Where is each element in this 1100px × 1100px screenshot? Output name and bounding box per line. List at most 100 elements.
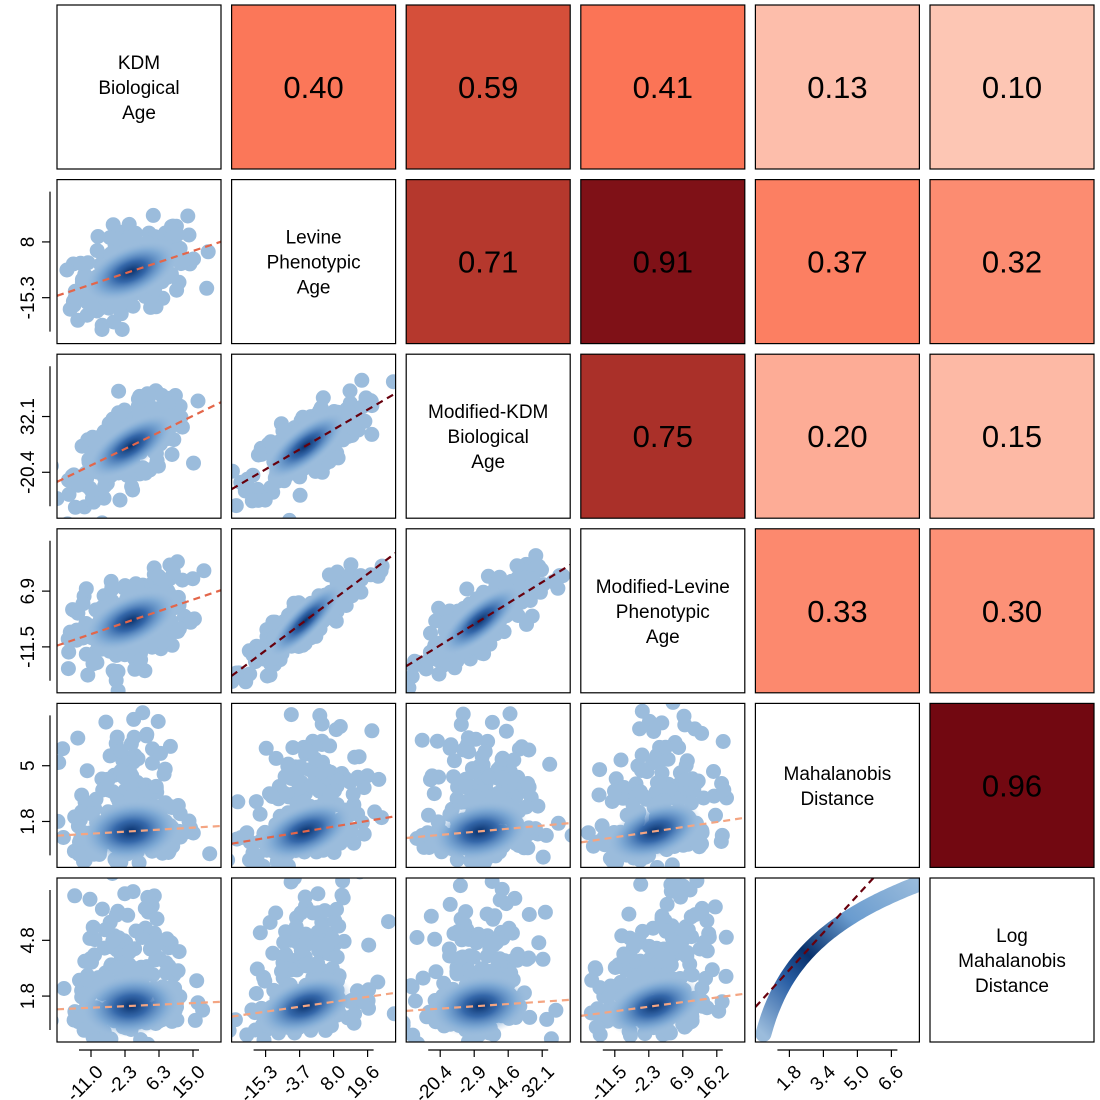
correlation-fill bbox=[929, 179, 1095, 345]
scatter-point bbox=[707, 899, 723, 915]
y-axis: -11.5 6.9 bbox=[18, 540, 51, 681]
correlation-fill bbox=[405, 4, 571, 170]
scatter-point bbox=[531, 935, 547, 951]
y-tick-label: -15.3 bbox=[18, 276, 39, 319]
x-tick-label: -2.3 bbox=[104, 1062, 142, 1100]
scatter-point bbox=[128, 923, 144, 939]
scatter-point bbox=[282, 512, 297, 519]
correlation-fill bbox=[580, 179, 746, 345]
scatter-point bbox=[514, 739, 530, 755]
trend-line bbox=[57, 824, 221, 837]
scatter-point bbox=[329, 901, 344, 917]
scatter-point bbox=[580, 825, 596, 841]
scatter-point bbox=[588, 1019, 604, 1035]
scatter-point bbox=[350, 769, 366, 785]
scatter-point bbox=[458, 779, 473, 795]
scatter-point bbox=[305, 905, 321, 921]
x-tick-label: 14.6 bbox=[484, 1062, 525, 1100]
scatter-panel bbox=[231, 702, 397, 869]
scatter-point bbox=[244, 493, 260, 509]
correlation-fill bbox=[929, 353, 1095, 519]
scatter-point bbox=[461, 744, 477, 760]
density-core bbox=[269, 584, 342, 657]
scatter-point bbox=[506, 752, 522, 768]
scatter-point bbox=[564, 828, 571, 843]
scatter-point bbox=[254, 641, 270, 657]
scatter-point bbox=[322, 738, 338, 754]
y-tick-label: 4.8 bbox=[18, 927, 39, 953]
correlation-fill bbox=[405, 179, 571, 345]
scatter-point bbox=[269, 864, 283, 868]
scatter-frame bbox=[56, 702, 222, 869]
scatter-point bbox=[278, 946, 294, 962]
scatter-point bbox=[120, 907, 136, 923]
scatter-point bbox=[67, 290, 83, 306]
scatter-point bbox=[646, 724, 662, 739]
scatter-point bbox=[164, 447, 180, 462]
scatter-point bbox=[329, 949, 345, 965]
scatter-point bbox=[632, 721, 648, 737]
scatter-point bbox=[189, 973, 205, 989]
scatter-point bbox=[118, 233, 134, 249]
scatter-point bbox=[501, 920, 517, 936]
variable-label: Phenotypic bbox=[616, 602, 710, 623]
scatter-point bbox=[492, 951, 508, 967]
scatter-point bbox=[509, 952, 525, 968]
correlation-value: 0.13 bbox=[807, 70, 867, 105]
scatter-point bbox=[528, 548, 544, 564]
variable-label: Age bbox=[122, 103, 156, 124]
scatter-point bbox=[706, 764, 721, 779]
scatter-point bbox=[57, 981, 72, 996]
scatter-frame bbox=[56, 528, 222, 694]
scatter-point bbox=[452, 878, 468, 894]
scatter-point bbox=[675, 922, 691, 938]
correlation-cell: 0.10 bbox=[929, 4, 1095, 170]
scatter-point bbox=[231, 1012, 243, 1028]
scatter-point bbox=[344, 588, 360, 604]
scatter-point bbox=[158, 955, 174, 971]
trend-line bbox=[231, 392, 396, 491]
scatter-point bbox=[426, 786, 442, 802]
x-tick-label: 15.0 bbox=[169, 1062, 210, 1100]
x-axis: -15.3-3.7 8.019.6 bbox=[237, 1049, 384, 1100]
x-tick-label: -3.7 bbox=[278, 1062, 316, 1100]
scatter-point bbox=[170, 963, 186, 979]
diagonal-label-panel: Levine Phenotypic Age bbox=[231, 179, 397, 345]
scatter-point bbox=[431, 666, 447, 682]
scatter-point bbox=[424, 768, 440, 784]
scatter-point bbox=[165, 564, 181, 580]
scatter-point bbox=[242, 834, 258, 850]
variable-label: Age bbox=[297, 278, 331, 299]
scatter-point bbox=[185, 571, 201, 587]
scatter-point bbox=[85, 656, 101, 672]
scatter-point bbox=[535, 951, 551, 967]
scatter-point bbox=[635, 923, 650, 939]
scatter-point bbox=[420, 653, 436, 669]
scatter-point bbox=[78, 581, 94, 597]
scatter-point bbox=[76, 1022, 92, 1038]
scatter-point bbox=[341, 405, 357, 420]
scatter-point bbox=[654, 945, 669, 961]
correlation-cell: 0.41 bbox=[580, 4, 746, 170]
scatter-curve bbox=[755, 878, 920, 1042]
correlation-fill bbox=[580, 353, 746, 519]
scatter-panel bbox=[405, 877, 571, 1043]
scatter-point bbox=[659, 923, 675, 939]
y-tick-label: 6.9 bbox=[18, 578, 39, 604]
scatter-point bbox=[83, 482, 99, 498]
scatter-point bbox=[291, 780, 307, 796]
scatter-point bbox=[502, 706, 518, 722]
x-axis: 1.8 3.4 5.0 6.6 bbox=[772, 1049, 908, 1095]
scatter-point bbox=[421, 807, 436, 823]
scatter-point bbox=[427, 931, 443, 947]
scatter-point bbox=[248, 794, 264, 810]
scatter-point bbox=[495, 770, 511, 786]
scatter-point bbox=[231, 1012, 235, 1026]
scatter-point bbox=[664, 857, 680, 868]
scatter-point bbox=[126, 729, 142, 745]
scatter-panel bbox=[231, 528, 397, 694]
scatter-panel bbox=[580, 877, 746, 1043]
scatter-point bbox=[274, 963, 289, 979]
variable-label: Mahalanobis bbox=[958, 951, 1066, 972]
scatter-point bbox=[258, 740, 274, 756]
